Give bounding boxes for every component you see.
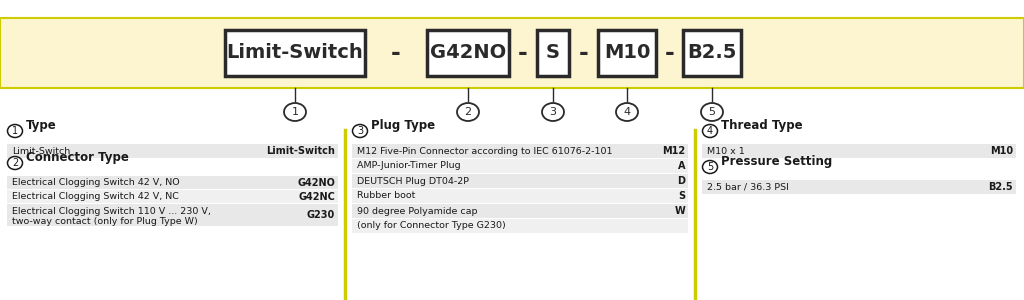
Text: S: S — [678, 191, 685, 201]
Ellipse shape — [7, 157, 23, 169]
Text: 2: 2 — [465, 107, 472, 117]
Text: -: - — [579, 41, 589, 65]
Ellipse shape — [702, 124, 718, 137]
Text: 1: 1 — [292, 107, 299, 117]
Text: M10: M10 — [990, 146, 1013, 156]
Ellipse shape — [701, 103, 723, 121]
FancyBboxPatch shape — [598, 30, 656, 76]
FancyBboxPatch shape — [352, 204, 688, 218]
FancyBboxPatch shape — [7, 144, 338, 158]
Text: M12 Five-Pin Connector according to IEC 61076-2-101: M12 Five-Pin Connector according to IEC … — [357, 146, 612, 155]
Text: M12: M12 — [662, 146, 685, 156]
Text: Type: Type — [26, 119, 56, 132]
Text: G42NO: G42NO — [430, 44, 506, 62]
FancyBboxPatch shape — [537, 30, 569, 76]
Text: 5: 5 — [709, 107, 716, 117]
FancyBboxPatch shape — [225, 30, 365, 76]
Text: 2: 2 — [12, 158, 18, 168]
Text: G230: G230 — [307, 210, 335, 220]
FancyBboxPatch shape — [7, 176, 338, 189]
Text: 5: 5 — [707, 162, 713, 172]
Text: Electrical Clogging Switch 42 V, NC: Electrical Clogging Switch 42 V, NC — [12, 192, 179, 201]
FancyBboxPatch shape — [352, 219, 688, 233]
Text: two-way contact (only for Plug Type W): two-way contact (only for Plug Type W) — [12, 217, 198, 226]
Text: (only for Connector Type G230): (only for Connector Type G230) — [357, 221, 506, 230]
Text: Pressure Setting: Pressure Setting — [721, 155, 833, 168]
Text: Limit-Switch: Limit-Switch — [266, 146, 335, 156]
Ellipse shape — [457, 103, 479, 121]
Text: W: W — [674, 206, 685, 216]
Text: Limit-Switch: Limit-Switch — [226, 44, 364, 62]
Text: S: S — [546, 44, 560, 62]
Text: B2.5: B2.5 — [988, 182, 1013, 192]
Ellipse shape — [284, 103, 306, 121]
Text: Rubber boot: Rubber boot — [357, 191, 416, 200]
Text: Thread Type: Thread Type — [721, 119, 803, 132]
Text: Connector Type: Connector Type — [26, 151, 129, 164]
Text: 4: 4 — [707, 126, 713, 136]
Text: M10: M10 — [604, 44, 650, 62]
FancyBboxPatch shape — [683, 30, 741, 76]
Text: DEUTSCH Plug DT04-2P: DEUTSCH Plug DT04-2P — [357, 176, 469, 185]
Text: 2.5 bar / 36.3 PSI: 2.5 bar / 36.3 PSI — [707, 182, 788, 191]
Text: Limit-Switch: Limit-Switch — [12, 146, 71, 155]
Ellipse shape — [352, 124, 368, 137]
Text: AMP-Junior-Timer Plug: AMP-Junior-Timer Plug — [357, 161, 461, 170]
FancyBboxPatch shape — [7, 204, 338, 226]
Text: B2.5: B2.5 — [687, 44, 736, 62]
Text: A: A — [678, 161, 685, 171]
Ellipse shape — [616, 103, 638, 121]
Text: 1: 1 — [12, 126, 18, 136]
FancyBboxPatch shape — [7, 190, 338, 203]
Text: D: D — [677, 176, 685, 186]
Text: 4: 4 — [624, 107, 631, 117]
FancyBboxPatch shape — [702, 180, 1016, 194]
Text: -: - — [518, 41, 528, 65]
FancyBboxPatch shape — [352, 189, 688, 203]
FancyBboxPatch shape — [702, 144, 1016, 158]
Text: Plug Type: Plug Type — [371, 119, 435, 132]
Text: G42NC: G42NC — [298, 191, 335, 202]
FancyBboxPatch shape — [427, 30, 509, 76]
Text: M10 x 1: M10 x 1 — [707, 146, 744, 155]
Text: 3: 3 — [550, 107, 556, 117]
Text: G42NO: G42NO — [297, 178, 335, 188]
Ellipse shape — [7, 124, 23, 137]
Ellipse shape — [542, 103, 564, 121]
FancyBboxPatch shape — [352, 174, 688, 188]
Text: 3: 3 — [357, 126, 364, 136]
FancyBboxPatch shape — [352, 159, 688, 173]
Text: Electrical Clogging Switch 42 V, NO: Electrical Clogging Switch 42 V, NO — [12, 178, 179, 187]
Text: Electrical Clogging Switch 110 V ... 230 V,: Electrical Clogging Switch 110 V ... 230… — [12, 206, 211, 215]
Text: 90 degree Polyamide cap: 90 degree Polyamide cap — [357, 206, 477, 215]
Text: -: - — [665, 41, 675, 65]
FancyBboxPatch shape — [0, 18, 1024, 88]
Text: -: - — [391, 41, 400, 65]
Ellipse shape — [702, 160, 718, 173]
FancyBboxPatch shape — [352, 144, 688, 158]
